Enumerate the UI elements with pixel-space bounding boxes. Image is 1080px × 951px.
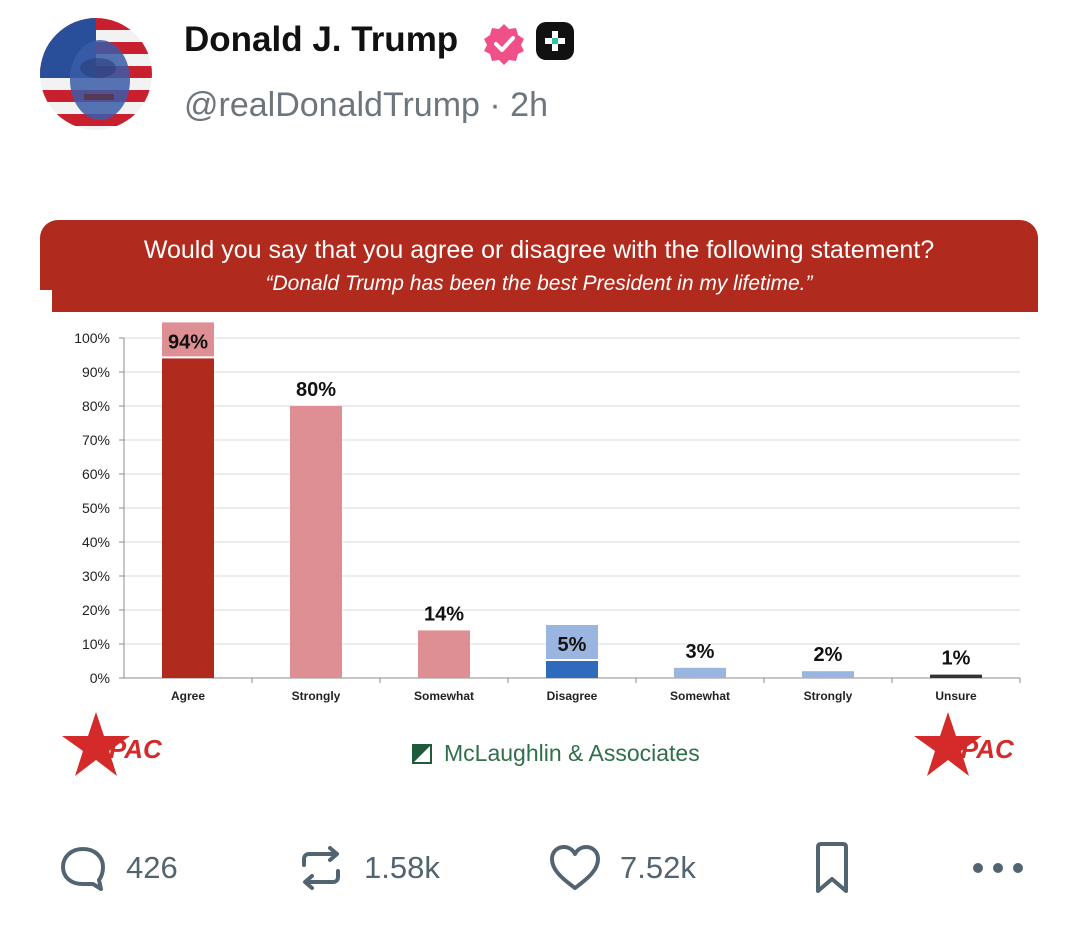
bar-chart: 0% 10% 20% 30% 40% 50% 60% 70% 80% 90% 100% 94% Agre… — [74, 322, 1021, 703]
data-label-box — [546, 625, 598, 659]
y-tick-label: 70% — [82, 432, 110, 448]
verified-badge-icon — [484, 24, 524, 65]
reply-button[interactable]: 426 — [58, 838, 178, 898]
y-tick-label: 90% — [82, 364, 110, 380]
more-button[interactable] — [970, 838, 1026, 898]
heart-icon — [550, 845, 600, 890]
x-tick-label: Agree — [171, 689, 205, 703]
y-tick-label: 0% — [90, 670, 110, 686]
sponsor-name: McLaughlin & Associates — [444, 740, 700, 766]
handle-line: @realDonaldTrump · 2h — [184, 86, 548, 125]
chart-subtitle: “Donald Trump has been the best Presiden… — [265, 272, 813, 295]
post-image[interactable]: Would you say that you agree or disagree… — [40, 220, 1038, 786]
bar — [290, 406, 342, 678]
data-label: 3% — [686, 641, 715, 663]
y-tick-label: 60% — [82, 466, 110, 482]
y-tick-label: 80% — [82, 398, 110, 414]
bar — [162, 358, 214, 678]
reply-count: 426 — [126, 850, 178, 885]
x-tick-label: Unsure — [935, 689, 977, 703]
bookmark-icon — [816, 842, 848, 893]
y-tick-label: 30% — [82, 568, 110, 584]
x-tick-label: Disagree — [547, 689, 598, 703]
chart-header: Would you say that you agree or disagree… — [40, 220, 1038, 312]
chart-title: Would you say that you agree or disagree… — [143, 236, 935, 264]
bookmark-button[interactable] — [810, 838, 854, 898]
like-count: 7.52k — [620, 850, 696, 885]
bar — [546, 661, 598, 678]
bar — [802, 671, 854, 678]
post-time[interactable]: 2h — [510, 86, 548, 124]
x-tick-label: Strongly — [804, 689, 853, 703]
x-tick-label: Strongly — [292, 689, 341, 703]
data-label: 2% — [814, 644, 843, 666]
plus-badge-icon — [536, 22, 574, 60]
data-label: 94% — [168, 331, 208, 353]
cpac-logo-right: CPAC — [914, 712, 1015, 776]
bar — [674, 667, 726, 678]
repost-button[interactable]: 1.58k — [296, 838, 440, 898]
separator: · — [489, 86, 501, 124]
y-tick-label: 20% — [82, 602, 110, 618]
like-button[interactable]: 7.52k — [548, 838, 696, 898]
data-label: 80% — [296, 379, 336, 401]
x-tick-label: Somewhat — [670, 689, 730, 703]
sponsor: McLaughlin & Associates — [412, 740, 700, 767]
y-tick-label: 50% — [82, 500, 110, 516]
x-tick-label: Somewhat — [414, 689, 474, 703]
y-tick-label: 10% — [82, 636, 110, 652]
data-label: 5% — [558, 634, 587, 656]
more-icon — [973, 863, 1023, 873]
action-bar: 426 1.58k 7.52k — [0, 838, 1080, 898]
repost-count: 1.58k — [364, 850, 440, 885]
repost-icon — [302, 846, 340, 890]
bar — [418, 630, 470, 678]
y-tick-label: 100% — [74, 330, 110, 346]
handle[interactable]: @realDonaldTrump — [184, 86, 480, 124]
cpac-right-text: CPAC — [942, 734, 1015, 764]
sponsor-logo-icon — [412, 743, 432, 764]
data-label-box — [162, 322, 214, 357]
author-name[interactable]: Donald J. Trump — [184, 20, 459, 59]
data-label: 14% — [424, 603, 464, 625]
avatar[interactable] — [40, 18, 152, 130]
cpac-left-text: CPAC — [90, 734, 163, 764]
reply-icon — [61, 847, 105, 891]
bar — [930, 674, 982, 678]
cpac-logo-left: CPAC — [62, 712, 163, 776]
data-label: 1% — [942, 648, 971, 670]
header-corner — [40, 290, 52, 312]
y-tick-label: 40% — [82, 534, 110, 550]
